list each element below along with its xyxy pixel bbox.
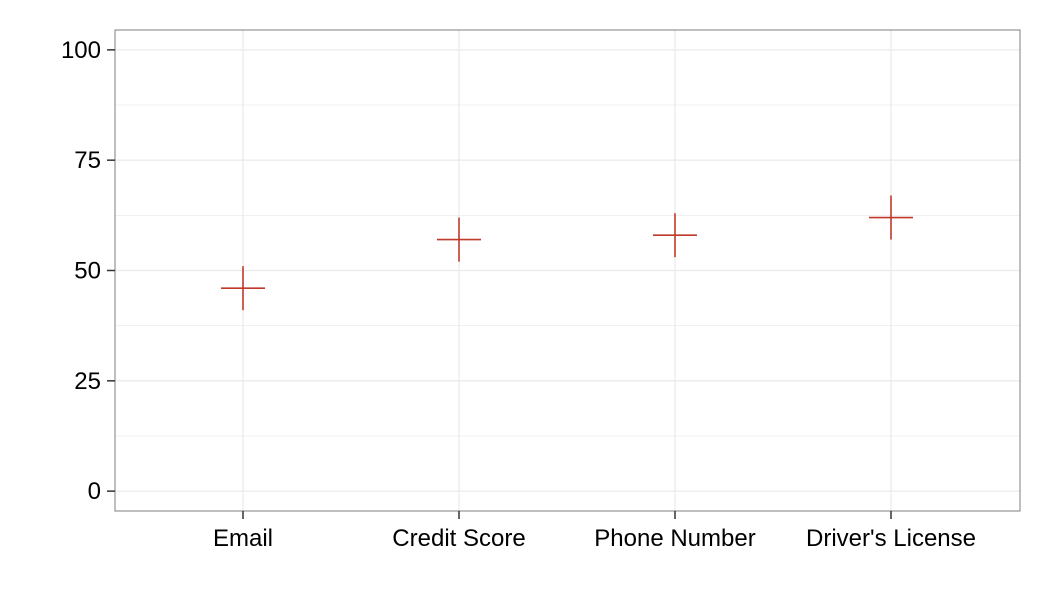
y-tick-label: 100 [61, 37, 101, 64]
x-tick-label: Driver's License [806, 525, 976, 552]
grid-layer [115, 30, 1020, 511]
x-tick-label: Phone Number [594, 525, 755, 552]
data-point [653, 213, 697, 258]
axis-layer: 0 25 50 75 100 Email Credit Score Phone Number D… [61, 37, 976, 552]
y-tick-label: 75 [74, 147, 101, 174]
y-tick-label: 25 [74, 368, 101, 395]
data-point [869, 195, 913, 240]
x-tick-label: Email [213, 525, 273, 552]
y-tick-label: 50 [74, 258, 101, 285]
data-point [437, 217, 481, 262]
x-tick-label: Credit Score [392, 525, 525, 552]
y-tick-label: 0 [88, 478, 101, 505]
mark-layer [221, 195, 913, 311]
data-point [221, 266, 265, 311]
